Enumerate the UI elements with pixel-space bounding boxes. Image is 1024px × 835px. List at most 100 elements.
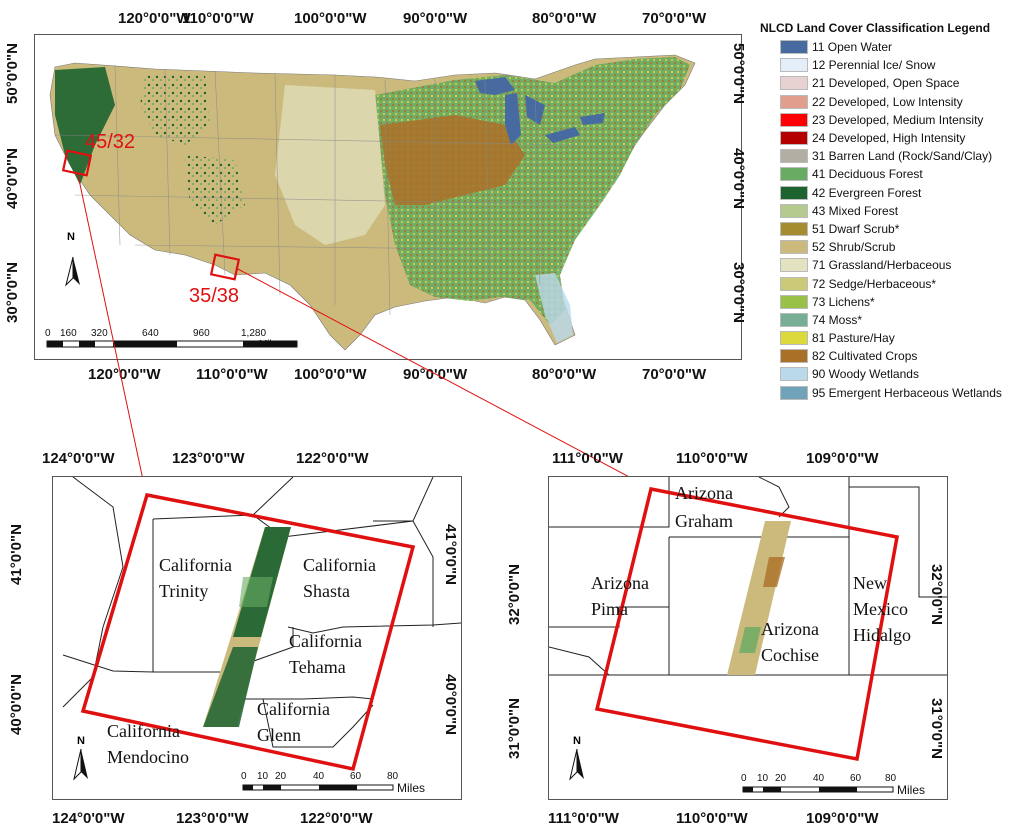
legend-swatch [780,203,808,218]
bottom-tick: 120°0'0"W [88,366,161,383]
scale-tick: 0 [741,773,747,784]
left-tick: 32°0'0"N [505,564,523,625]
legend-item: 42 Evergreen Forest [760,184,1022,202]
bottom-tick: 100°0'0"W [294,366,367,383]
legend-label: 52 Shrub/Scrub [812,240,896,255]
legend-item: 82 Cultivated Crops [760,347,1022,365]
legend-item: 74 Moss* [760,311,1022,329]
scale-tick: 40 [813,773,825,784]
county-state: California [159,555,232,575]
usa-landcover-map [46,54,696,351]
bottom-tick: 123°0'0"W [176,810,249,827]
legend-item: 71 Grassland/Herbaceous [760,256,1022,274]
legend-item: 95 Emergent Herbaceous Wetlands [760,384,1022,402]
path-row-label: 45/32 [85,131,136,153]
scale-unit: Miles [897,783,926,797]
scale-tick: 10 [757,773,769,784]
legend-swatch [780,221,808,236]
legend-item: 31 Barren Land (Rock/Sand/Clay) [760,147,1022,165]
bottom-tick: 109°0'0"W [806,810,879,827]
bottom-tick: 70°0'0"W [642,366,707,383]
legend-label: 22 Developed, Low Intensity [812,94,963,109]
overview-scale-bar [46,340,298,348]
scale-tick: 0 [45,328,51,339]
north-label: N [573,735,581,747]
top-tick: 111°0'0"W [552,450,623,467]
legend-item: 24 Developed, High Intensity [760,129,1022,147]
scale-tick: 80 [885,773,897,784]
county-name: Tehama [289,657,346,677]
legend-item: 73 Lichens* [760,293,1022,311]
county-state: New [853,573,887,593]
legend-swatch [780,131,808,146]
top-tick: 80°0'0"W [532,10,597,27]
county-state: Arizona [675,483,733,503]
legend-label: 90 Woody Wetlands [812,367,919,382]
county-name: Glenn [257,725,301,745]
top-tick: 110°0'0"W [676,450,748,467]
legend-swatch [780,276,808,291]
scene-box-45-32 [61,149,93,177]
landcover-legend: NLCD Land Cover Classification Legend 11… [760,18,1022,402]
county-state: Arizona [761,619,819,639]
inset-b-scale-bar [742,786,894,793]
legend-items: 11 Open Water 12 Perennial Ice/ Snow 21 De… [760,38,1022,402]
county-name: Cochise [761,645,819,665]
legend-item: 22 Developed, Low Intensity [760,93,1022,111]
county-state: California [257,699,330,719]
legend-label: 95 Emergent Herbaceous Wetlands [812,385,1002,400]
legend-swatch [780,294,808,309]
scene-box-35-38 [209,253,241,281]
legend-label: 43 Mixed Forest [812,203,899,218]
legend-swatch [780,258,808,273]
scale-tick: 80 [387,771,399,782]
county-state: California [289,631,362,651]
legend-swatch [780,385,808,400]
scale-tick: 20 [775,773,787,784]
scene-box-35-38 [594,486,900,762]
legend-label: 24 Developed, High Intensity [812,131,966,146]
legend-label: 71 Grassland/Herbaceous [812,258,952,273]
scale-tick: 60 [350,771,362,782]
legend-label: 42 Evergreen Forest [812,185,922,200]
legend-item: 90 Woody Wetlands [760,365,1022,383]
top-tick: 100°0'0"W [294,10,367,27]
legend-item: 21 Developed, Open Space [760,74,1022,92]
scene-box-45-32 [80,492,416,772]
county-name: Shasta [303,581,350,601]
right-tick: 41°0'0"N [441,524,459,585]
legend-swatch [780,312,808,327]
scale-tick: 40 [313,771,325,782]
top-tick: 90°0'0"W [403,10,468,27]
inset-b-frame: Arizona Graham Arizona Pima Arizona Coch… [548,476,948,800]
legend-swatch [780,185,808,200]
scale-tick: 20 [275,771,287,782]
left-tick: 40°0'0"N [7,674,25,735]
right-tick: 31°0'0"N [927,698,945,759]
bottom-tick: 111°0'0"W [548,810,619,827]
legend-label: 82 Cultivated Crops [812,349,918,364]
scale-tick: 10 [257,771,269,782]
legend-swatch [780,367,808,382]
legend-swatch [780,40,808,55]
bottom-tick: 110°0'0"W [196,366,268,383]
legend-swatch [780,76,808,91]
county-state: California [107,721,180,741]
legend-label: 23 Developed, Medium Intensity [812,112,984,127]
legend-swatch [780,58,808,73]
legend-item: 52 Shrub/Scrub [760,238,1022,256]
legend-swatch [780,240,808,255]
inset-a-map [62,477,461,791]
top-tick: 120°0'0"W [118,10,191,27]
legend-swatch [780,167,808,182]
legend-item: 81 Pasture/Hay [760,329,1022,347]
legend-swatch [780,149,808,164]
top-tick: 109°0'0"W [806,450,879,467]
north-arrow-icon [65,256,80,287]
legend-item: 12 Perennial Ice/ Snow [760,56,1022,74]
legend-label: 21 Developed, Open Space [812,76,960,91]
top-tick: 124°0'0"W [42,450,115,467]
scale-tick: 0 [241,771,247,782]
legend-label: 31 Barren Land (Rock/Sand/Clay) [812,149,993,164]
